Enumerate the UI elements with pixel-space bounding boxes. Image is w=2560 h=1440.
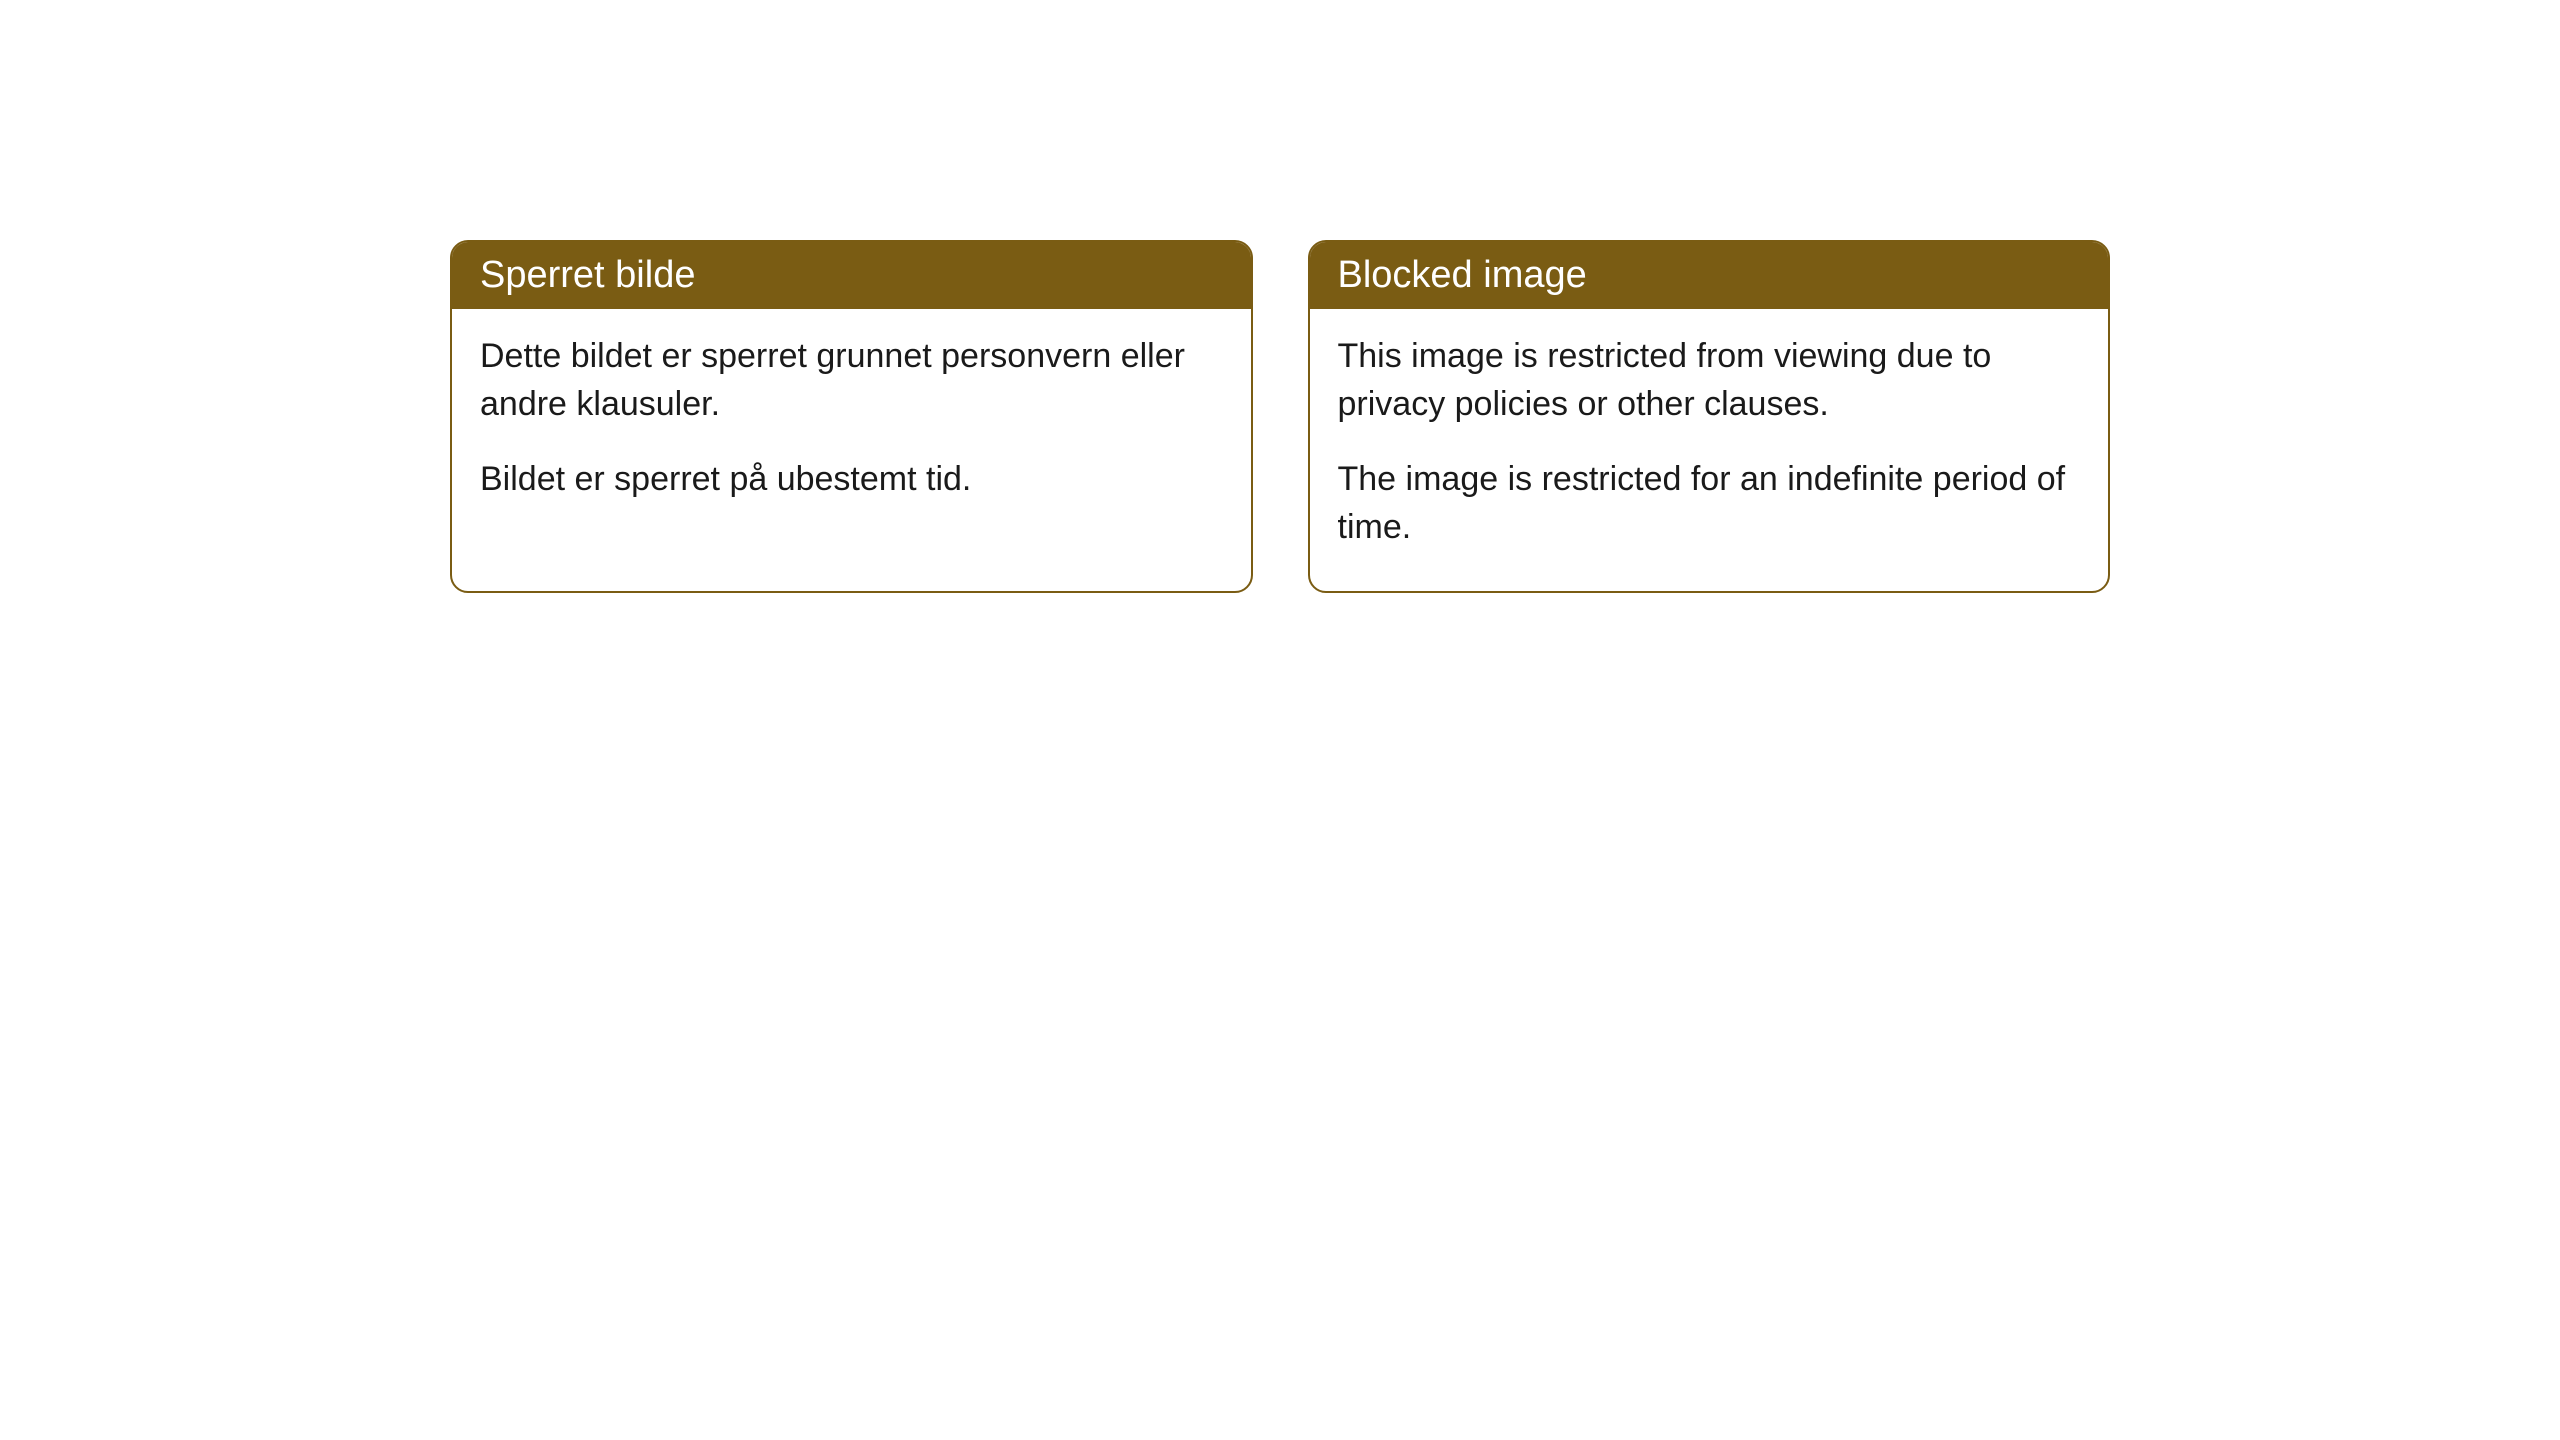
blocked-image-card-norwegian: Sperret bilde Dette bildet er sperret gr… xyxy=(450,240,1253,593)
card-header-norwegian: Sperret bilde xyxy=(452,242,1251,309)
card-paragraph-1: Dette bildet er sperret grunnet personve… xyxy=(480,333,1223,428)
card-header-english: Blocked image xyxy=(1310,242,2109,309)
card-paragraph-2: The image is restricted for an indefinit… xyxy=(1338,456,2081,551)
card-paragraph-2: Bildet er sperret på ubestemt tid. xyxy=(480,456,1223,504)
card-paragraph-1: This image is restricted from viewing du… xyxy=(1338,333,2081,428)
notice-cards-container: Sperret bilde Dette bildet er sperret gr… xyxy=(450,240,2110,593)
blocked-image-card-english: Blocked image This image is restricted f… xyxy=(1308,240,2111,593)
card-body-norwegian: Dette bildet er sperret grunnet personve… xyxy=(452,309,1251,544)
card-body-english: This image is restricted from viewing du… xyxy=(1310,309,2109,591)
